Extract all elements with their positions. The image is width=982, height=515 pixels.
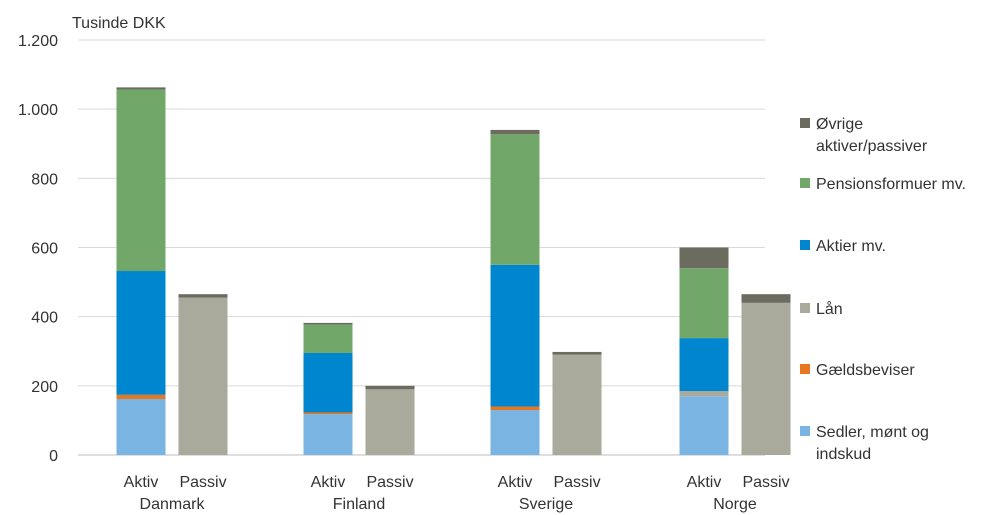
legend-swatch xyxy=(800,178,810,188)
group-label: Finland xyxy=(333,496,385,513)
bar-segment xyxy=(303,414,353,455)
y-tick-label: 0 xyxy=(49,448,58,465)
bar-segment xyxy=(679,396,729,455)
bar-segment xyxy=(741,302,791,455)
bar-segment xyxy=(679,391,729,397)
y-tick-label: 200 xyxy=(31,379,58,396)
bar-segment xyxy=(679,338,729,392)
bar-segment xyxy=(303,412,353,415)
legend-swatch xyxy=(800,303,810,313)
legend-swatch xyxy=(800,240,810,250)
bar-segment xyxy=(490,264,540,407)
y-axis-label: Tusinde DKK xyxy=(72,15,166,32)
bar-segment xyxy=(741,294,791,303)
bar-segment xyxy=(365,389,415,455)
y-tick-label: 800 xyxy=(31,171,58,188)
legend-label: Aktier mv. xyxy=(816,238,886,255)
bar-segment xyxy=(178,297,228,455)
bar-label: Passiv xyxy=(366,474,413,491)
legend-swatch xyxy=(800,118,810,128)
y-tick-label: 600 xyxy=(31,241,58,258)
legend-label: Lån xyxy=(816,300,843,318)
bar-segment xyxy=(116,89,166,272)
legend-label: Pensionsformuer mv. xyxy=(816,176,966,193)
bar-label: Aktiv xyxy=(124,474,159,491)
bar-segment xyxy=(552,354,602,455)
bar-segment xyxy=(365,385,415,390)
bar-segment xyxy=(490,406,540,411)
bar-label: Aktiv xyxy=(498,474,533,491)
bar-label: Passiv xyxy=(742,474,789,491)
bar-segment xyxy=(303,352,353,413)
bar-segment xyxy=(116,87,166,90)
bar-segment xyxy=(490,410,540,455)
y-tick-label: 400 xyxy=(31,310,58,327)
y-tick-label: 1.200 xyxy=(18,33,58,50)
x-axis-labels: Aktiv Passiv Danmark Aktiv Passiv Finland Akti… xyxy=(124,474,790,513)
bar-label: Passiv xyxy=(553,474,600,491)
legend-label: aktiver/passiver xyxy=(816,138,928,155)
legend-swatch xyxy=(800,364,810,374)
bars xyxy=(116,87,791,455)
legend-label: indskud xyxy=(816,446,871,463)
bar-segment xyxy=(116,271,166,395)
bar-segment xyxy=(552,351,602,355)
bar-label: Passiv xyxy=(179,474,226,491)
group-label: Danmark xyxy=(140,496,206,513)
bar-segment xyxy=(116,394,166,399)
legend-swatch xyxy=(800,426,810,436)
bar-segment xyxy=(303,322,353,325)
bar-segment xyxy=(679,247,729,269)
legend-label: Gældsbeviser xyxy=(816,362,915,379)
legend-label: Øvrige xyxy=(816,116,863,133)
bar-label: Aktiv xyxy=(687,474,722,491)
bar-segment xyxy=(116,398,166,455)
bar-segment xyxy=(490,134,540,265)
legend-label: Sedler, mønt og xyxy=(816,424,929,441)
bar-segment xyxy=(490,129,540,135)
bar-segment xyxy=(178,294,228,298)
group-label: Norge xyxy=(713,496,757,513)
y-axis-ticks: 0 200 400 600 800 1.000 1.200 xyxy=(18,33,58,465)
legend: Øvrige aktiver/passiver Pensionsformuer mv… xyxy=(800,116,966,463)
bar-segment xyxy=(679,268,729,339)
bar-label: Aktiv xyxy=(311,474,346,491)
y-tick-label: 1.000 xyxy=(18,102,58,119)
bar-segment xyxy=(303,324,353,353)
group-label: Sverige xyxy=(519,496,573,513)
